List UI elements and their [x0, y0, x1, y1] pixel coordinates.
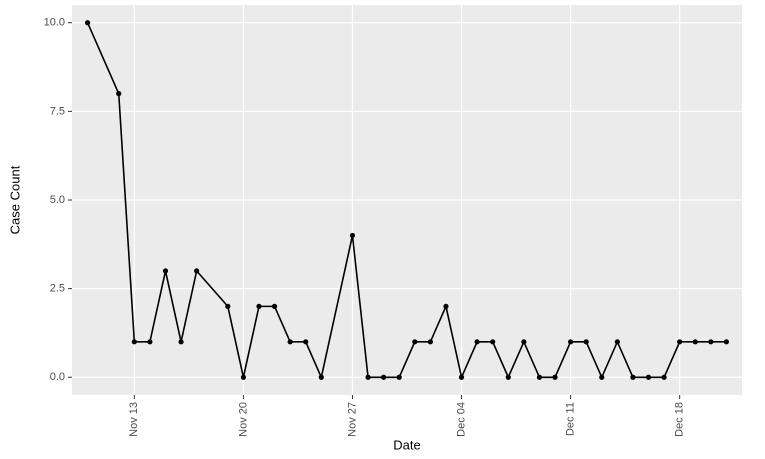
point	[458, 374, 465, 380]
point	[271, 303, 278, 309]
point	[552, 374, 558, 380]
point	[381, 374, 387, 380]
y-tick-label: 0.0	[50, 371, 65, 383]
point	[723, 339, 730, 345]
x-tick-label: Dec 11	[565, 402, 577, 436]
point	[287, 339, 293, 345]
y-tick-label: 2.5	[50, 283, 65, 295]
point	[536, 374, 543, 380]
point	[225, 303, 231, 309]
x-tick-label: Nov 13	[128, 402, 140, 437]
point	[474, 339, 480, 345]
point	[692, 339, 698, 345]
point	[318, 374, 324, 380]
point	[427, 339, 433, 345]
point	[116, 91, 122, 97]
point	[256, 303, 262, 309]
x-tick-label: Dec 04	[455, 402, 467, 437]
x-tick-label: Nov 20	[237, 402, 249, 437]
x-tick-label: Dec 18	[674, 402, 686, 437]
y-tick-label: 10.0	[44, 17, 65, 29]
point	[84, 20, 91, 26]
point	[194, 268, 200, 274]
x-tick-label: Nov 27	[346, 402, 358, 437]
point	[396, 374, 402, 380]
point	[521, 339, 527, 345]
point	[630, 374, 636, 380]
point	[614, 339, 620, 345]
point	[162, 268, 169, 274]
point	[412, 339, 418, 345]
point	[599, 374, 605, 380]
y-tick-label: 7.5	[50, 105, 65, 117]
point	[708, 339, 714, 345]
x-axis-title: Date	[393, 437, 420, 452]
point	[131, 339, 137, 345]
point	[645, 374, 652, 380]
point	[365, 374, 371, 380]
point	[178, 339, 184, 345]
point	[147, 339, 153, 345]
point	[505, 374, 511, 380]
point	[677, 339, 683, 345]
point	[568, 339, 574, 345]
point	[240, 374, 246, 380]
point	[661, 374, 667, 380]
point	[583, 339, 589, 345]
point	[303, 339, 309, 345]
y-tick-label: 5.0	[50, 194, 65, 206]
y-axis-title: Case Count	[7, 165, 22, 234]
point	[443, 303, 449, 309]
point	[490, 339, 496, 345]
point	[349, 232, 356, 239]
